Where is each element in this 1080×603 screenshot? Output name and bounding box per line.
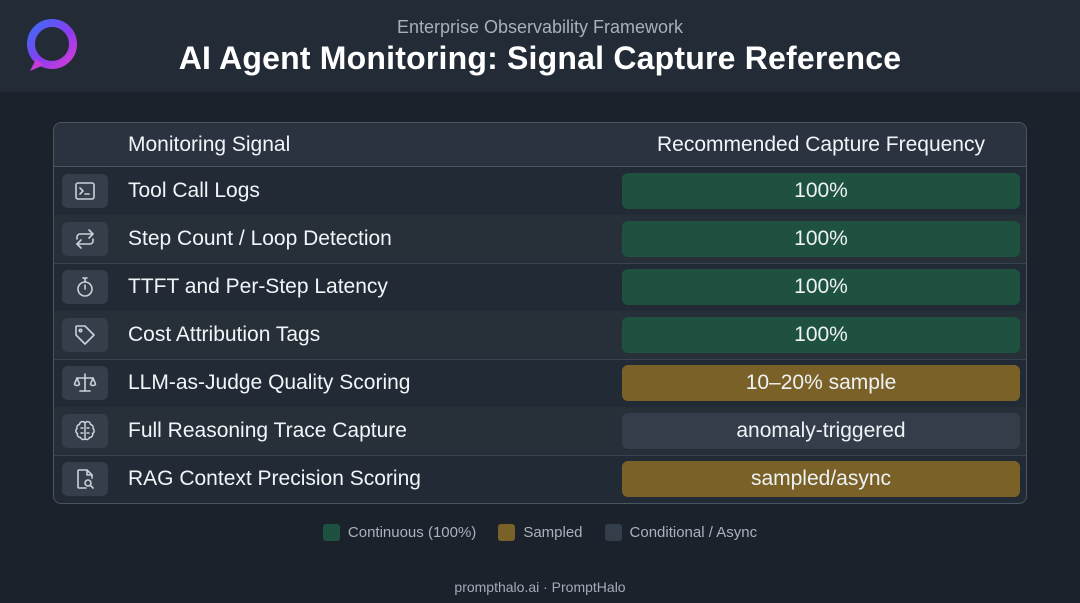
table-row: Full Reasoning Trace Capture anomaly-tri…: [54, 407, 1026, 456]
signal-label: Step Count / Loop Detection: [128, 227, 392, 250]
legend-label-conditional: Conditional / Async: [629, 524, 758, 541]
legend: Continuous (100%) Sampled Conditional / …: [0, 524, 1080, 541]
table-row: Tool Call Logs 100%: [54, 167, 1026, 216]
loop-arrows-icon: [62, 222, 108, 256]
frequency-pill: 100%: [622, 317, 1020, 353]
legend-item-conditional: Conditional / Async: [604, 524, 758, 541]
column-header-signal: Monitoring Signal: [128, 133, 291, 156]
frequency-pill: 10–20% sample: [622, 365, 1020, 401]
table-row: LLM-as-Judge Quality Scoring 10–20% samp…: [54, 359, 1026, 408]
footer-credit: prompthalo.ai · PromptHalo: [454, 579, 626, 595]
table-header: Monitoring Signal Recommended Capture Fr…: [54, 123, 1026, 167]
signal-label: RAG Context Precision Scoring: [128, 467, 421, 490]
signal-label: LLM-as-Judge Quality Scoring: [128, 371, 411, 394]
table-row: Cost Attribution Tags 100%: [54, 311, 1026, 360]
stopwatch-icon: [62, 270, 108, 304]
ring-logo-icon: [27, 19, 77, 71]
legend-item-continuous: Continuous (100%): [322, 524, 477, 541]
legend-swatch-sampled: [498, 524, 516, 541]
tag-icon: [62, 318, 108, 352]
signal-label: Cost Attribution Tags: [128, 323, 321, 346]
signal-label: Full Reasoning Trace Capture: [128, 419, 407, 442]
page-title: AI Agent Monitoring: Signal Capture Refe…: [178, 40, 902, 76]
legend-item-sampled: Sampled: [498, 524, 583, 541]
frequency-pill: sampled/async: [622, 461, 1020, 497]
legend-swatch-continuous: [322, 524, 340, 541]
frequency-pill: anomaly-triggered: [622, 413, 1020, 449]
document-search-icon: [62, 462, 108, 496]
brain-icon: [62, 414, 108, 448]
legend-label-continuous: Continuous (100%): [347, 524, 477, 541]
legend-swatch-conditional: [604, 524, 622, 541]
terminal-icon: [62, 174, 108, 208]
table-row: Step Count / Loop Detection 100%: [54, 215, 1026, 264]
frequency-pill: 100%: [622, 221, 1020, 257]
column-header-frequency: Recommended Capture Frequency: [656, 133, 985, 156]
table-row: TTFT and Per-Step Latency 100%: [54, 263, 1026, 312]
table-row: RAG Context Precision Scoring sampled/as…: [54, 455, 1026, 503]
scales-icon: [62, 366, 108, 400]
frequency-pill: 100%: [622, 173, 1020, 209]
page-subtitle: Enterprise Observability Framework: [396, 17, 684, 37]
frequency-pill: 100%: [622, 269, 1020, 305]
signal-label: Tool Call Logs: [128, 179, 260, 202]
signal-table: Monitoring Signal Recommended Capture Fr…: [53, 122, 1027, 504]
signal-label: TTFT and Per-Step Latency: [128, 275, 388, 298]
header-bar: Enterprise Observability Framework AI Ag…: [0, 0, 1080, 92]
legend-label-sampled: Sampled: [523, 524, 583, 541]
